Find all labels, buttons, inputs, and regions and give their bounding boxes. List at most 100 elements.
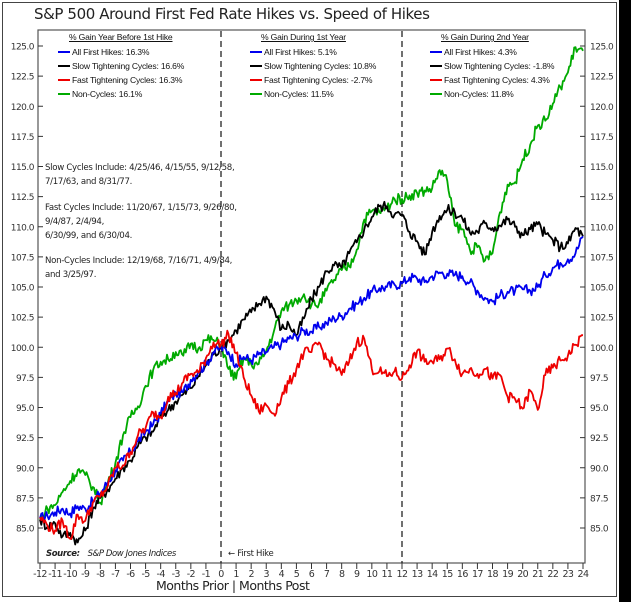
y-tick-label-left: 90.0 [16,464,35,474]
y-tick-label-left: 125.0 [11,43,35,53]
x-tick-label: 5 [294,569,300,580]
x-tick-label: -3 [172,569,181,580]
legend-entry-all: All First Hikes: 4.3% [416,45,554,59]
y-tick-label-right: 102.5 [590,314,613,324]
x-axis-label: Months Prior | Months Post [156,578,310,593]
series-line-slow-tightening-cycles [39,200,584,546]
x-tick-label: -8 [96,569,105,580]
legend-entry-fast: Fast Tightening Cycles: 16.3% [44,73,184,87]
x-tick-label: 22 [547,569,558,580]
x-tick-label: 17 [472,569,483,580]
y-tick-label-left: 122.5 [11,73,34,83]
y-tick-label-right: 110.0 [590,223,614,233]
x-tick-label: 12 [397,569,408,580]
y-tick-label-right: 92.5 [590,434,608,444]
x-tick-label: 21 [532,569,543,580]
legend-entry-non: Non-Cycles: 16.1% [44,87,184,101]
legend-entry-fast: Fast Tightening Cycles: -2.7% [236,73,376,87]
legend-entry-all: All First Hikes: 16.3% [44,45,184,59]
x-tick-label: 1 [233,569,239,580]
annotation-fast-cycles: Fast Cycles Include: 11/20/67, 1/15/73, … [45,203,237,241]
y-tick-label-right: 112.5 [590,193,613,203]
legend-header: % Gain Year Before 1st Hike [69,32,173,42]
legend-swatch-black [58,65,70,67]
x-tick-label: 14 [427,569,438,580]
legend-panel-second-year: % Gain During 2nd Year All First Hikes: … [416,32,554,101]
legend-panel-first-year: % Gain During 1st Year All First Hikes: … [236,32,376,101]
y-tick-label-right: 107.5 [590,253,613,263]
legend-swatch-red [250,79,262,81]
x-tick-label: 16 [457,569,468,580]
annotation-slow-cycles: Slow Cycles Include: 4/25/46, 4/15/55, 9… [45,163,235,187]
y-tick-label-left: 85.0 [16,525,35,535]
legend-swatch-blue [430,51,442,53]
x-tick-label: 11 [381,569,392,580]
y-tick-label-left: 105.0 [11,284,35,294]
y-tick-label-left: 107.5 [11,253,34,263]
y-tick-label-left: 120.0 [11,103,35,113]
screen-edge [619,0,631,602]
x-tick-label: 10 [366,569,377,580]
first-hike-label: ← First Hike [228,549,274,559]
legend-panel-year-before: % Gain Year Before 1st Hike All First Hi… [44,32,184,101]
y-tick-label-left: 117.5 [11,133,34,143]
x-tick-label: 8 [339,569,345,580]
legend-swatch-green [430,93,442,95]
x-tick-label: -6 [126,569,135,580]
x-tick-label: 24 [578,569,589,580]
x-tick-label: -12 [33,569,47,580]
legend-swatch-red [58,79,70,81]
y-tick-label-right: 85.0 [590,525,609,535]
y-tick-label-right: 120.0 [590,103,614,113]
legend-entry-non: Non-Cycles: 11.5% [236,87,376,101]
y-tick-label-left: 92.5 [16,434,34,444]
x-tick-label: 19 [502,569,513,580]
source-note: Source: S&P Dow Jones Indices [46,549,176,559]
y-tick-label-left: 95.0 [16,404,35,414]
y-tick-label-right: 105.0 [590,284,614,294]
y-tick-label-right: 122.5 [590,73,613,83]
legend-swatch-black [430,65,442,67]
y-tick-label-right: 125.0 [590,43,614,53]
legend-entry-non: Non-Cycles: 11.8% [416,87,554,101]
legend-swatch-green [250,93,262,95]
y-tick-label-left: 115.0 [11,163,35,173]
legend-entry-slow: Slow Tightening Cycles: -1.8% [416,59,554,73]
x-tick-label: 0 [218,569,224,580]
x-tick-label: 20 [517,569,528,580]
x-tick-label: -4 [157,569,166,580]
x-tick-label: 13 [412,569,423,580]
legend-header: % Gain During 2nd Year [441,32,529,42]
x-tick-label: -10 [63,569,77,580]
y-tick-label-left: 112.5 [11,193,34,203]
y-tick-label-right: 100.0 [590,344,614,354]
legend-entry-all: All First Hikes: 5.1% [236,45,376,59]
legend-entry-slow: Slow Tightening Cycles: 16.6% [44,59,184,73]
x-tick-label: 2 [248,569,254,580]
x-tick-label: 9 [354,569,360,580]
chart-title: S&P 500 Around First Fed Rate Hikes vs. … [34,5,430,23]
x-tick-label: -1 [202,569,211,580]
x-tick-label: -2 [187,569,196,580]
legend-swatch-blue [58,51,70,53]
legend-entry-fast: Fast Tightening Cycles: 4.3% [416,73,554,87]
x-tick-label: -9 [81,569,90,580]
annotation-non-cycles: Non-Cycles Include: 12/19/68, 7/16/71, 4… [45,256,233,280]
y-tick-label-right: 87.5 [590,494,608,504]
x-tick-label: 3 [264,569,270,580]
legend-header: % Gain During 1st Year [261,32,346,42]
legend-swatch-blue [250,51,262,53]
x-tick-label: 6 [309,569,315,580]
x-tick-label: -7 [111,569,120,580]
legend-swatch-green [58,93,70,95]
y-tick-label-left: 97.5 [16,374,34,384]
y-tick-label-left: 110.0 [11,223,35,233]
y-tick-label-left: 100.0 [11,344,35,354]
legend-swatch-red [430,79,442,81]
x-tick-label: 18 [487,569,498,580]
legend-entry-slow: Slow Tightening Cycles: 10.8% [236,59,376,73]
y-tick-label-left: 87.5 [16,494,34,504]
y-tick-label-right: 95.0 [590,404,609,414]
y-tick-label-right: 90.0 [590,464,609,474]
series-line-non-cycles [39,46,584,520]
